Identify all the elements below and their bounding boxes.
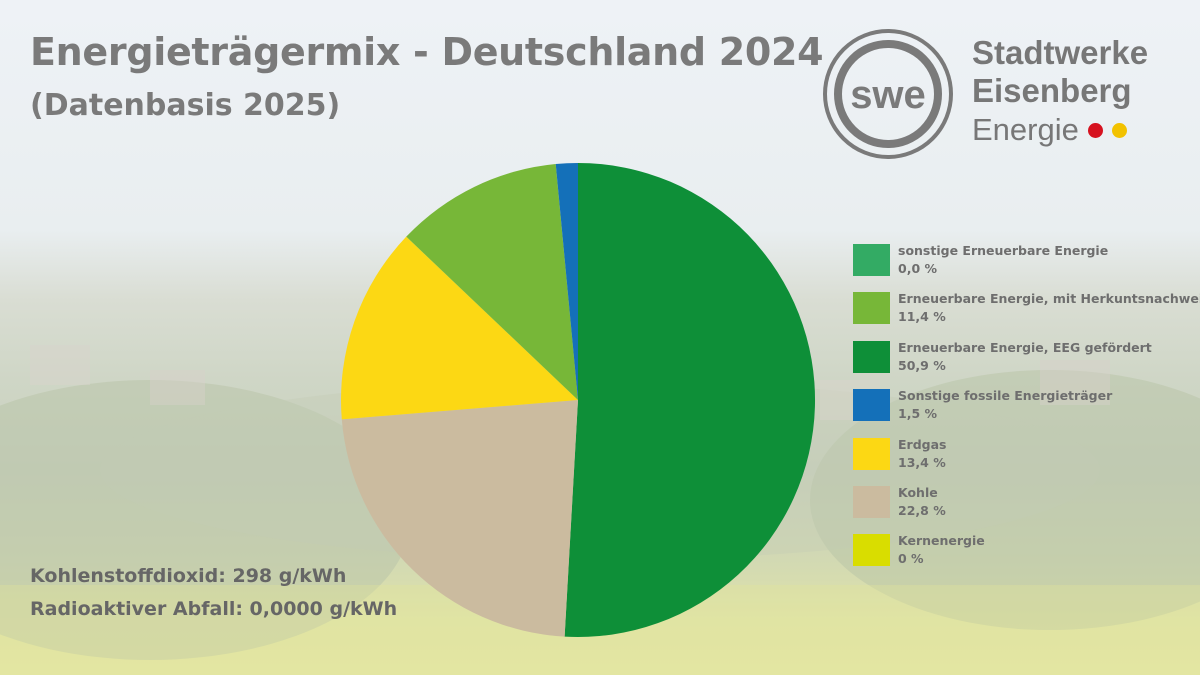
legend-swatch xyxy=(853,244,890,276)
legend-value: 0,0 % xyxy=(898,261,938,276)
legend-item: Kernenergie 0 % xyxy=(853,532,1193,580)
legend-swatch xyxy=(853,437,890,470)
legend-value: 50,9 % xyxy=(898,357,946,373)
legend-label: Kohle xyxy=(898,484,938,500)
co2-emission-text: Kohlenstoffdioxid: 298 g/kWh xyxy=(30,565,347,587)
legend-label: sonstige Erneuerbare Energie xyxy=(898,243,1109,258)
legend-item: Erdgas 13,4 % xyxy=(853,436,1193,484)
legend-label: Erneuerbare Energie, EEG gefördert xyxy=(898,339,1152,355)
radioactive-waste-text: Radioaktiver Abfall: 0,0000 g/kWh xyxy=(30,598,398,620)
legend-label: Sonstige fossile Energieträger xyxy=(898,388,1113,404)
pie-slice-3 xyxy=(406,164,578,400)
legend-value: 13,4 % xyxy=(898,454,946,470)
legend-item: Erneuerbare Energie, EEG gefördert 50,9 % xyxy=(853,339,1193,387)
legend-swatch xyxy=(853,340,890,373)
page-subtitle: (Datenbasis 2025) xyxy=(30,88,341,123)
logo-wordmark: Stadtwerke Eisenberg Energie xyxy=(972,34,1148,150)
stadtwerke-logo: swe Stadtwerke Eisenberg Energie xyxy=(822,28,1182,168)
legend-value: 11,4 % xyxy=(898,309,946,325)
pie-slice-0 xyxy=(564,163,816,637)
page-title: Energieträgermix - Deutschland 2024 xyxy=(30,30,824,74)
pie-slice-2 xyxy=(340,236,578,420)
legend-value: 1,5 % xyxy=(898,406,938,422)
legend-label: Erdgas xyxy=(898,436,947,452)
legend-swatch xyxy=(853,389,890,422)
logo-line-eisenberg: Eisenberg xyxy=(972,72,1132,109)
logo-line-energie: Energie xyxy=(972,110,1148,150)
chart-legend: sonstige Erneuerbare Energie 0,0 % Erneuer… xyxy=(853,242,1200,581)
legend-item: Erneuerbare Energie, mit Herkuntsnachwei… xyxy=(853,290,1200,338)
logo-energie-text: Energie xyxy=(972,112,1079,147)
logo-line-stadtwerke: Stadtwerke xyxy=(972,34,1149,71)
legend-swatch xyxy=(853,534,890,567)
legend-label: Kernenergie xyxy=(898,533,985,549)
legend-swatch xyxy=(853,485,890,518)
pie-slice-1 xyxy=(341,400,578,637)
legend-item: Sonstige fossile Energieträger 1,5 % xyxy=(853,387,1193,435)
logo-mark-text: swe xyxy=(850,73,926,117)
pie-chart xyxy=(340,163,816,637)
legend-item: sonstige Erneuerbare Energie 0,0 % xyxy=(853,242,1193,290)
legend-swatch xyxy=(853,292,890,325)
pie-slice-4 xyxy=(555,163,578,400)
legend-label: Erneuerbare Energie, mit Herkuntsnachwei… xyxy=(898,291,1200,307)
swe-logo-mark: swe xyxy=(823,29,953,159)
legend-value: 0 % xyxy=(898,551,924,567)
legend-item: Kohle 22,8 % xyxy=(853,484,1193,532)
yellow-dot-icon xyxy=(1111,122,1127,138)
legend-value: 22,8 % xyxy=(898,502,946,518)
red-dot-icon xyxy=(1087,122,1103,138)
